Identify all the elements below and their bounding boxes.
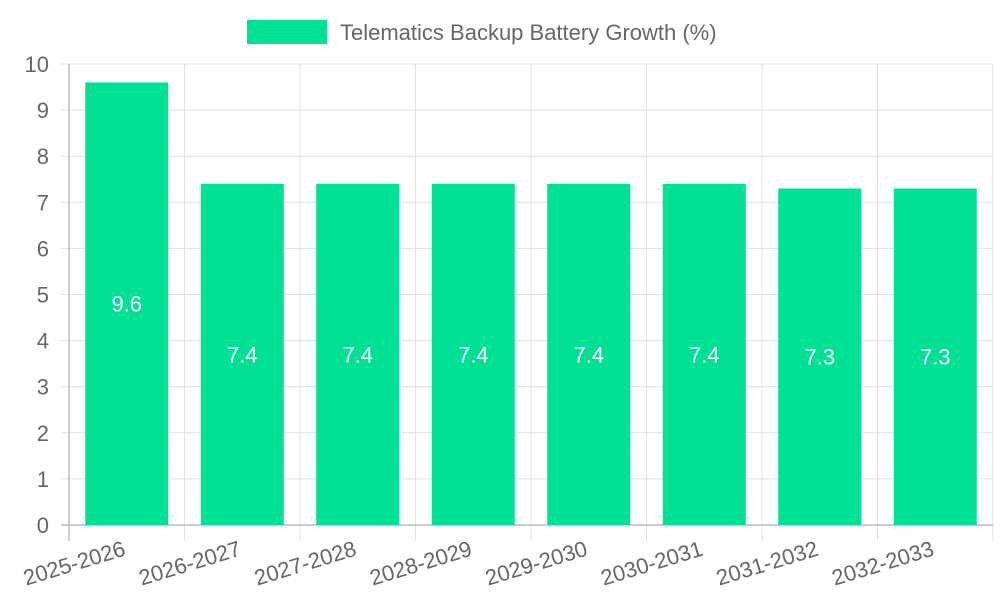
y-tick-label: 1 bbox=[37, 467, 49, 492]
y-tick-label: 8 bbox=[37, 144, 49, 169]
bar[interactable] bbox=[85, 82, 169, 525]
x-tick-label: 2029-2030 bbox=[482, 536, 590, 591]
bar[interactable] bbox=[200, 183, 284, 526]
bar-value-label: 7.3 bbox=[920, 345, 951, 370]
bar-value-label: 7.4 bbox=[689, 342, 720, 367]
y-tick-label: 10 bbox=[25, 52, 49, 77]
bar-value-label: 7.3 bbox=[804, 345, 835, 370]
bar-value-label: 7.4 bbox=[227, 342, 258, 367]
x-tick-label: 2025-2026 bbox=[20, 536, 128, 591]
y-tick-label: 6 bbox=[37, 236, 49, 261]
y-tick-label: 2 bbox=[37, 421, 49, 446]
y-tick-labels: 0 1 2 3 4 5 6 7 8 9 10 bbox=[25, 52, 49, 538]
bar[interactable] bbox=[431, 183, 515, 526]
bar-value-label: 7.4 bbox=[458, 342, 489, 367]
y-tick-label: 5 bbox=[37, 283, 49, 308]
bar-value-label: 7.4 bbox=[342, 342, 373, 367]
y-tick-label: 4 bbox=[37, 329, 49, 354]
bar[interactable] bbox=[893, 188, 977, 525]
bar-value-label: 7.4 bbox=[573, 342, 604, 367]
x-tick-label: 2031-2032 bbox=[713, 536, 821, 591]
bar-labels: 9.6 7.4 7.4 7.4 7.4 7.4 7.3 7.3 bbox=[111, 292, 950, 370]
x-tick-label: 2026-2027 bbox=[136, 536, 244, 591]
x-tick-label: 2032-2033 bbox=[829, 536, 937, 591]
legend[interactable]: Telematics Backup Battery Growth (%) bbox=[247, 20, 717, 45]
bars bbox=[85, 82, 977, 526]
legend-swatch bbox=[247, 20, 327, 44]
y-tick-label: 7 bbox=[37, 190, 49, 215]
bar[interactable] bbox=[778, 188, 862, 525]
y-tick-label: 3 bbox=[37, 375, 49, 400]
legend-label: Telematics Backup Battery Growth (%) bbox=[340, 20, 717, 45]
bar[interactable] bbox=[316, 183, 400, 526]
x-tick-labels: 2025-2026 2026-2027 2027-2028 2028-2029 2029… bbox=[20, 536, 936, 591]
y-tick-label: 9 bbox=[37, 98, 49, 123]
x-tick-label: 2030-2031 bbox=[598, 536, 706, 591]
x-tick-label: 2028-2029 bbox=[367, 536, 475, 591]
bar[interactable] bbox=[547, 183, 631, 526]
bar[interactable] bbox=[662, 183, 746, 526]
bar-value-label: 9.6 bbox=[111, 292, 142, 317]
x-tick-label: 2027-2028 bbox=[251, 536, 359, 591]
y-tick-label: 0 bbox=[37, 513, 49, 538]
